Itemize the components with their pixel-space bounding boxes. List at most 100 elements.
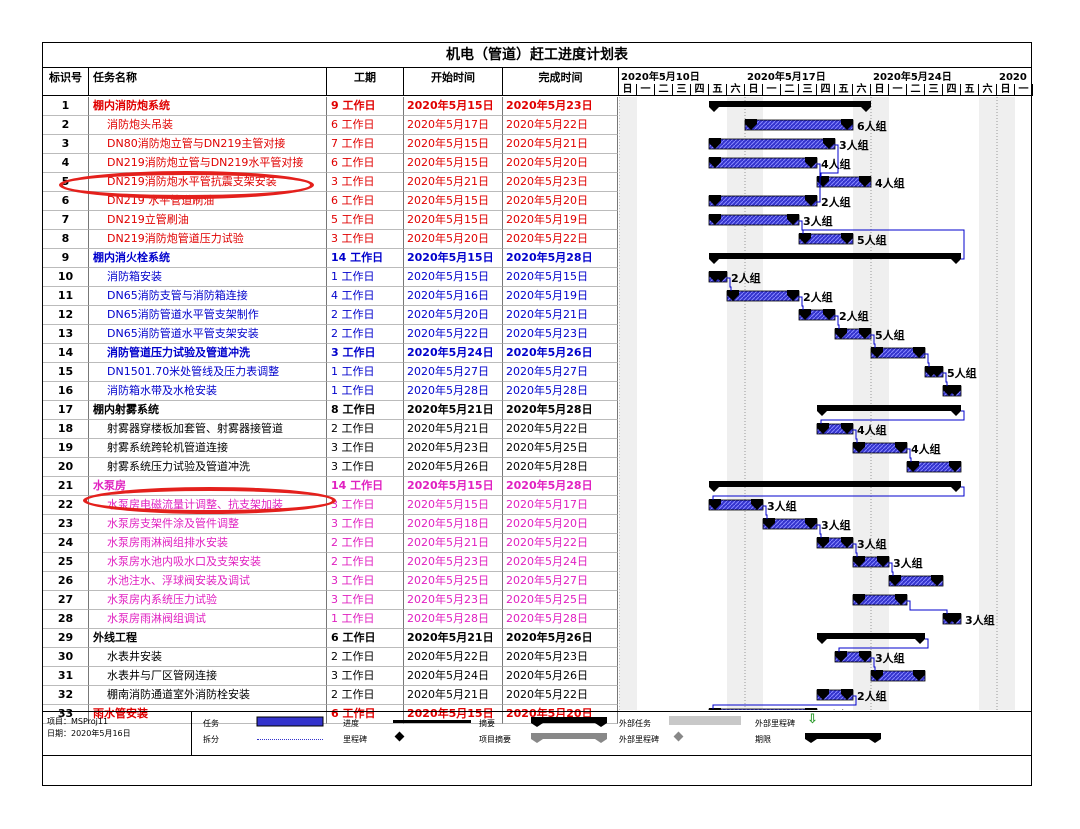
task-finish: 2020年5月28日 bbox=[503, 401, 618, 420]
col-header-id[interactable]: 标识号 bbox=[43, 68, 89, 96]
dependency-link bbox=[799, 220, 804, 234]
resource-label: 5人组 bbox=[857, 233, 887, 247]
summary-bar bbox=[817, 405, 961, 416]
task-name: 棚内消防炮系统 bbox=[89, 97, 327, 116]
task-row[interactable]: 15 DN1501.70米处管线及压力表调整 1 工作日 2020年5月27日 2020… bbox=[43, 363, 618, 382]
col-header-name[interactable]: 任务名称 bbox=[89, 68, 327, 96]
task-id: 8 bbox=[43, 230, 89, 249]
task-duration: 3 工作日 bbox=[327, 344, 404, 363]
task-row[interactable]: 27 水泵房内系统压力试验 3 工作日 2020年5月23日 2020年5月25日 bbox=[43, 591, 618, 610]
task-duration: 3 工作日 bbox=[327, 173, 404, 192]
task-finish: 2020年5月17日 bbox=[503, 496, 618, 515]
task-bar-end-cap bbox=[949, 613, 961, 624]
task-row[interactable]: 8 DN219消防炮管道压力试验 3 工作日 2020年5月20日 2020年5月22日 bbox=[43, 230, 618, 249]
task-finish: 2020年5月23日 bbox=[503, 325, 618, 344]
task-row[interactable]: 18 射雾器穿楼板加套管、射雾器接管道 2 工作日 2020年5月21日 2020年5月… bbox=[43, 420, 618, 439]
task-bar-end-cap bbox=[913, 347, 925, 358]
summary-bar bbox=[817, 633, 925, 644]
task-duration: 4 工作日 bbox=[327, 287, 404, 306]
task-finish: 2020年5月21日 bbox=[503, 306, 618, 325]
task-finish: 2020年5月28日 bbox=[503, 382, 618, 401]
resource-label: 5人组 bbox=[821, 708, 851, 710]
col-header-duration[interactable]: 工期 bbox=[327, 68, 404, 96]
resource-label: 4人组 bbox=[857, 423, 887, 437]
task-start: 2020年5月23日 bbox=[404, 553, 503, 572]
task-duration: 3 工作日 bbox=[327, 515, 404, 534]
task-start: 2020年5月23日 bbox=[404, 591, 503, 610]
legend-split-line bbox=[257, 739, 323, 740]
dependency-link bbox=[925, 353, 930, 367]
task-id: 29 bbox=[43, 629, 89, 648]
task-row[interactable]: 31 水表井与厂区管网连接 3 工作日 2020年5月24日 2020年5月26日 bbox=[43, 667, 618, 686]
task-duration: 1 工作日 bbox=[327, 610, 404, 629]
task-row[interactable]: 9 棚内消火栓系统 14 工作日 2020年5月15日 2020年5月28日 bbox=[43, 249, 618, 268]
task-row[interactable]: 7 DN219立管刷油 5 工作日 2020年5月15日 2020年5月19日 bbox=[43, 211, 618, 230]
task-row[interactable]: 3 DN80消防炮立管与DN219主管对接 7 工作日 2020年5月15日 2020年… bbox=[43, 135, 618, 154]
task-bar-end-cap bbox=[805, 157, 817, 168]
task-bar-end-cap bbox=[949, 461, 961, 472]
timescale-day: 六 bbox=[727, 84, 745, 96]
task-row[interactable]: 29 外线工程 6 工作日 2020年5月21日 2020年5月26日 bbox=[43, 629, 618, 648]
task-duration: 6 工作日 bbox=[327, 705, 404, 724]
timescale-day: 三 bbox=[799, 84, 817, 96]
task-row[interactable]: 17 棚内射雾系统 8 工作日 2020年5月21日 2020年5月28日 bbox=[43, 401, 618, 420]
dependency-link bbox=[871, 657, 876, 671]
task-duration: 14 工作日 bbox=[327, 249, 404, 268]
task-duration: 2 工作日 bbox=[327, 420, 404, 439]
task-start: 2020年5月15日 bbox=[404, 192, 503, 211]
task-finish: 2020年5月23日 bbox=[503, 648, 618, 667]
task-row[interactable]: 1 棚内消防炮系统 9 工作日 2020年5月15日 2020年5月23日 bbox=[43, 97, 618, 116]
legend-task-bar bbox=[256, 716, 324, 727]
task-row[interactable]: 28 水泵房雨淋阀组调试 1 工作日 2020年5月28日 2020年5月28日 bbox=[43, 610, 618, 629]
task-row[interactable]: 19 射雾系统跨轮机管道连接 3 工作日 2020年5月23日 2020年5月25日 bbox=[43, 439, 618, 458]
task-row[interactable]: 25 水泵房水池内吸水口及支架安装 2 工作日 2020年5月23日 2020年5月24… bbox=[43, 553, 618, 572]
task-row[interactable]: 20 射雾系统压力试验及管道冲洗 3 工作日 2020年5月26日 2020年5月28日 bbox=[43, 458, 618, 477]
task-row[interactable]: 12 DN65消防管道水平管支架制作 2 工作日 2020年5月20日 2020年5月2… bbox=[43, 306, 618, 325]
task-bar bbox=[852, 594, 908, 606]
task-row[interactable]: 26 水池注水、浮球阀安装及调试 3 工作日 2020年5月25日 2020年5月27日 bbox=[43, 572, 618, 591]
task-finish: 2020年5月19日 bbox=[503, 287, 618, 306]
task-duration: 3 工作日 bbox=[327, 439, 404, 458]
timescale-week: 2020年5月10日 bbox=[621, 72, 700, 83]
col-header-start[interactable]: 开始时间 bbox=[404, 68, 503, 96]
task-row[interactable]: 16 消防箱水带及水枪安装 1 工作日 2020年5月28日 2020年5月28日 bbox=[43, 382, 618, 401]
legend-project: 项目：MSProj11 bbox=[47, 717, 109, 726]
task-start: 2020年5月22日 bbox=[404, 648, 503, 667]
task-name: 雨水管安装 bbox=[89, 705, 327, 724]
task-row[interactable]: 33 雨水管安装 6 工作日 2020年5月15日 2020年5月20日 bbox=[43, 705, 618, 724]
task-row[interactable]: 32 棚南消防通道室外消防栓安装 2 工作日 2020年5月21日 2020年5月22日 bbox=[43, 686, 618, 705]
task-duration: 3 工作日 bbox=[327, 572, 404, 591]
task-id: 16 bbox=[43, 382, 89, 401]
timescale-day: 日 bbox=[745, 84, 763, 96]
task-row[interactable]: 23 水泵房支架件涂及管件调整 3 工作日 2020年5月18日 2020年5月20日 bbox=[43, 515, 618, 534]
task-row[interactable]: 24 水泵房雨淋阀组排水安装 2 工作日 2020年5月21日 2020年5月22日 bbox=[43, 534, 618, 553]
task-bar-start-cap bbox=[709, 195, 721, 206]
weekend-shade bbox=[727, 97, 745, 710]
task-start: 2020年5月24日 bbox=[404, 344, 503, 363]
task-finish: 2020年5月24日 bbox=[503, 553, 618, 572]
task-bar-start-cap bbox=[763, 518, 775, 529]
task-start: 2020年5月17日 bbox=[404, 116, 503, 135]
weekend-shade bbox=[853, 97, 871, 710]
timescale-day: 四 bbox=[943, 84, 961, 96]
highlight-circle-task-5 bbox=[59, 171, 314, 199]
col-header-finish[interactable]: 完成时间 bbox=[503, 68, 619, 96]
task-row[interactable]: 30 水表井安装 2 工作日 2020年5月22日 2020年5月23日 bbox=[43, 648, 618, 667]
task-finish: 2020年5月28日 bbox=[503, 610, 618, 629]
resource-label: 3人组 bbox=[875, 651, 905, 665]
task-bar-end-cap bbox=[859, 328, 871, 339]
task-row[interactable]: 14 消防管道压力试验及管道冲洗 3 工作日 2020年5月24日 2020年5月26日 bbox=[43, 344, 618, 363]
task-name: DN80消防炮立管与DN219主管对接 bbox=[89, 135, 327, 154]
task-row[interactable]: 10 消防箱安装 1 工作日 2020年5月15日 2020年5月15日 bbox=[43, 268, 618, 287]
resource-label: 2人组 bbox=[731, 271, 761, 285]
task-name: DN65消防管道水平管支架安装 bbox=[89, 325, 327, 344]
task-duration: 2 工作日 bbox=[327, 686, 404, 705]
task-row[interactable]: 11 DN65消防支管与消防箱连接 4 工作日 2020年5月16日 2020年5月19… bbox=[43, 287, 618, 306]
task-row[interactable]: 2 消防炮头吊装 6 工作日 2020年5月17日 2020年5月22日 bbox=[43, 116, 618, 135]
task-id: 2 bbox=[43, 116, 89, 135]
legend-external-tasks-label: 外部任务 bbox=[619, 719, 651, 728]
weekend-shade bbox=[979, 97, 997, 710]
task-row[interactable]: 4 DN219消防炮立管与DN219水平管对接 6 工作日 2020年5月15日 202… bbox=[43, 154, 618, 173]
task-name: 水池注水、浮球阀安装及调试 bbox=[89, 572, 327, 591]
task-row[interactable]: 13 DN65消防管道水平管支架安装 2 工作日 2020年5月22日 2020年5月2… bbox=[43, 325, 618, 344]
